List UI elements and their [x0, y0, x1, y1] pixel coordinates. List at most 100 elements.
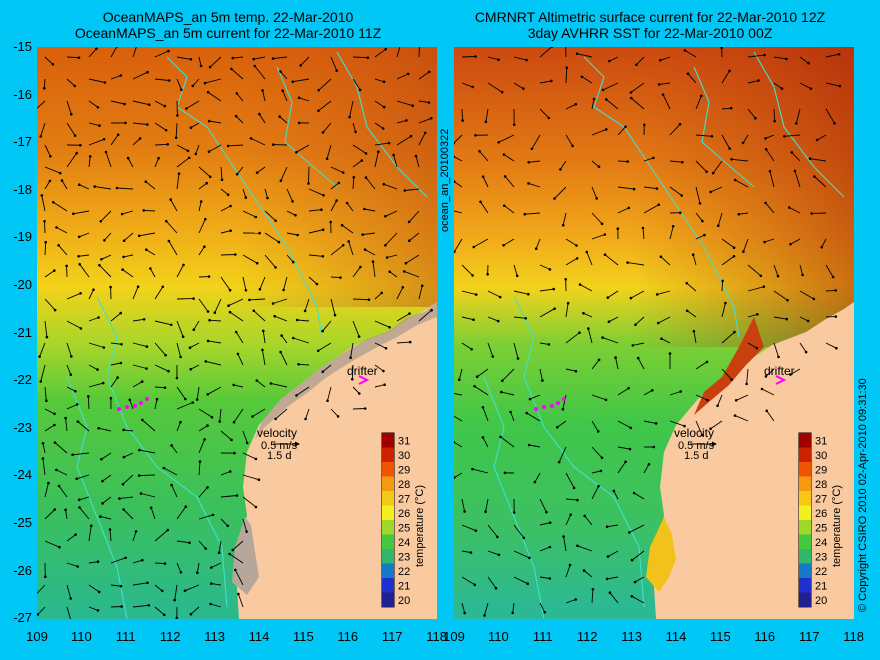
current-vector — [418, 285, 423, 300]
current-vector — [88, 342, 104, 348]
current-vector — [242, 474, 260, 481]
current-vector-head — [206, 424, 209, 427]
current-vector-head — [408, 340, 412, 344]
current-vector-head — [472, 245, 476, 249]
right-panel-title: CMRNRT Altimetric surface current for 22… — [440, 9, 860, 41]
current-vector — [686, 282, 697, 292]
current-vector-head — [730, 378, 733, 381]
current-vector-head — [681, 160, 684, 164]
current-vector-head — [685, 309, 689, 313]
current-vector-head — [813, 175, 816, 178]
current-vector — [352, 56, 368, 59]
current-vector-head — [248, 298, 251, 302]
current-vector-head — [272, 143, 275, 146]
current-vector — [198, 461, 201, 476]
current-vector — [474, 385, 489, 396]
current-vector-head — [384, 346, 388, 350]
current-vector-head — [409, 134, 413, 138]
current-vector — [374, 364, 384, 372]
current-vector — [132, 342, 148, 348]
current-vector-head — [474, 529, 478, 532]
current-vector — [501, 368, 515, 382]
current-vector — [747, 313, 758, 318]
current-vector-head — [65, 264, 68, 268]
current-vector-head — [548, 521, 552, 524]
current-vector — [799, 82, 812, 90]
current-vector-head — [244, 288, 248, 292]
current-vector — [396, 73, 409, 80]
current-vector — [198, 514, 214, 520]
current-vector-head — [77, 56, 81, 59]
current-vector — [766, 410, 775, 422]
isobath-lines — [66, 51, 428, 619]
current-vector-head — [245, 441, 249, 445]
current-vector — [742, 238, 749, 252]
current-vector-head — [79, 143, 82, 147]
current-vector-head — [636, 356, 640, 360]
current-vector-head — [626, 261, 629, 264]
current-vector-head — [631, 344, 635, 347]
current-vector — [476, 368, 489, 378]
current-vector — [695, 212, 703, 222]
current-vector-head — [557, 460, 561, 464]
current-vector-head — [282, 288, 285, 292]
current-vector-head — [271, 57, 275, 60]
current-vector — [684, 50, 697, 58]
current-vector-head — [502, 153, 506, 156]
current-vector — [454, 393, 463, 396]
current-vector-head — [254, 215, 258, 219]
current-vector-head — [229, 229, 232, 232]
current-vector-head — [597, 484, 600, 488]
current-vector-head — [235, 92, 239, 95]
right-colorbar-tick: 21 — [815, 580, 827, 592]
current-vector-head — [273, 314, 276, 318]
current-vector-head — [253, 64, 257, 68]
current-vector — [352, 386, 360, 394]
current-vector-head — [527, 443, 531, 447]
current-vector-head — [733, 414, 737, 417]
current-vector — [270, 382, 288, 388]
right-colorbar-tick: 20 — [815, 595, 827, 607]
left-lat-tick: -19 — [13, 229, 32, 245]
current-vector-head — [101, 502, 104, 505]
current-vector-head — [115, 186, 119, 190]
current-vector-head — [628, 447, 632, 451]
current-vector — [660, 256, 671, 266]
current-vector — [480, 201, 489, 214]
current-vector — [617, 126, 626, 136]
current-vector — [721, 331, 735, 344]
current-vector-head — [785, 317, 788, 321]
current-vector-head — [325, 157, 329, 160]
current-vector — [171, 445, 178, 454]
current-vector — [404, 188, 420, 191]
current-vector — [765, 368, 775, 377]
current-vector — [110, 584, 121, 587]
current-vector-head — [786, 299, 789, 302]
current-vector-head — [102, 138, 106, 141]
current-vector-head — [255, 379, 259, 382]
current-vector-head — [383, 383, 386, 387]
current-vector-head — [73, 134, 77, 137]
current-vector — [374, 122, 384, 129]
current-vector-head — [157, 156, 160, 160]
current-vector-head — [345, 201, 349, 205]
current-vector-head — [206, 339, 210, 343]
current-vector — [283, 276, 288, 291]
current-vector-head — [502, 244, 505, 247]
current-vector-head — [562, 535, 565, 538]
current-vector-head — [582, 311, 585, 315]
current-vector — [565, 514, 572, 526]
colorbar: 31 30 29 28 27 26 25 24 23 22 21 20 temperature (°C… — [798, 432, 843, 608]
current-vector-head — [96, 368, 99, 371]
current-vector-head — [142, 209, 146, 212]
current-vector — [88, 561, 99, 564]
current-vector — [88, 48, 97, 58]
current-vector — [140, 493, 156, 498]
current-vector-head — [597, 165, 601, 168]
velocity-time: 1.5 d — [684, 450, 708, 462]
left-lon-tick: 113 — [204, 629, 225, 644]
current-vector-head — [729, 106, 733, 110]
left-colorbar-tick: 22 — [398, 566, 410, 578]
current-vector-head — [192, 297, 195, 300]
current-vector — [233, 384, 244, 388]
